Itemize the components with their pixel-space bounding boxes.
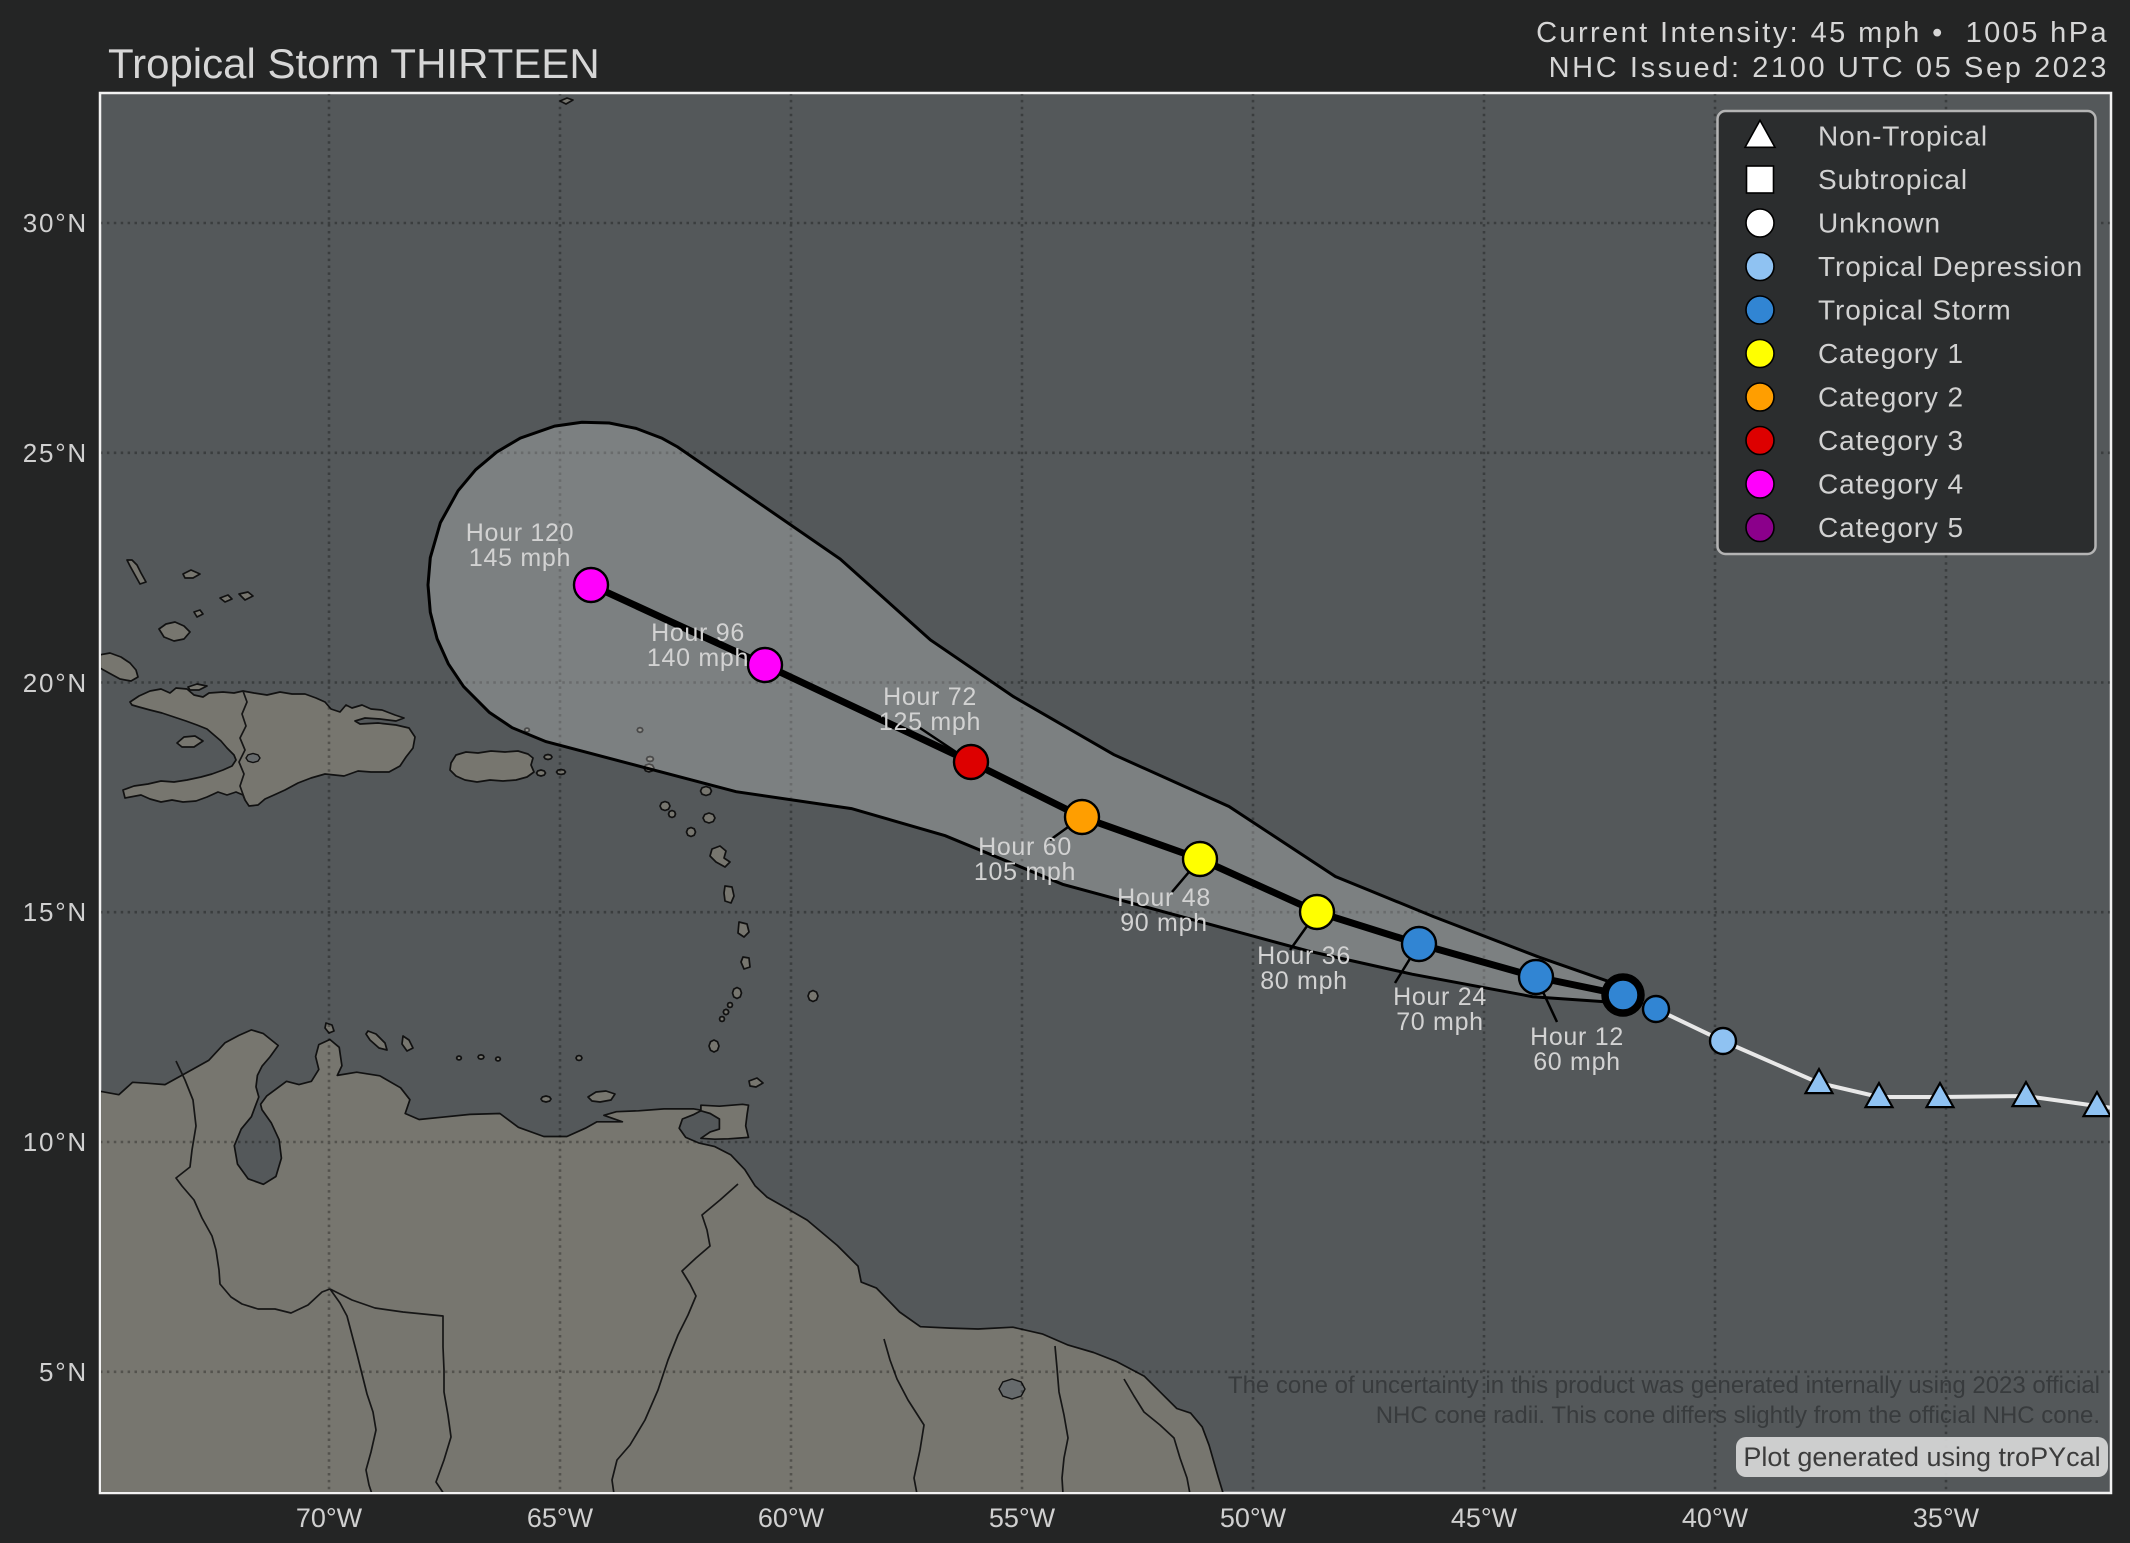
svg-text:10°N: 10°N [23, 1127, 88, 1157]
svg-text:55°W: 55°W [989, 1503, 1056, 1533]
svg-text:Hour 36: Hour 36 [1257, 942, 1351, 970]
svg-text:35°W: 35°W [1913, 1503, 1980, 1533]
svg-text:Hour 48: Hour 48 [1117, 884, 1211, 912]
svg-text:25°N: 25°N [23, 438, 88, 468]
svg-text:Plot generated using troPYcal: Plot generated using troPYcal [1743, 1442, 2100, 1472]
svg-text:45°W: 45°W [1451, 1503, 1518, 1533]
svg-text:Category 2: Category 2 [1818, 382, 1964, 413]
svg-text:50°W: 50°W [1220, 1503, 1287, 1533]
svg-text:Hour 60: Hour 60 [978, 833, 1072, 861]
svg-text:Hour 120: Hour 120 [466, 519, 574, 547]
svg-text:Current Intensity: 45 mph • 1: Current Intensity: 45 mph • 1005 hPa [1536, 17, 2109, 49]
svg-text:Hour 96: Hour 96 [651, 619, 745, 647]
svg-text:15°N: 15°N [23, 897, 88, 927]
svg-text:60 mph: 60 mph [1533, 1048, 1621, 1076]
svg-text:60°W: 60°W [758, 1503, 825, 1533]
svg-text:The cone of uncertainty in thi: The cone of uncertainty in this product … [1228, 1372, 2100, 1399]
svg-text:Tropical Storm THIRTEEN: Tropical Storm THIRTEEN [108, 40, 600, 87]
svg-text:65°W: 65°W [527, 1503, 594, 1533]
svg-text:70°W: 70°W [296, 1503, 363, 1533]
svg-text:5°N: 5°N [39, 1357, 88, 1387]
svg-text:Hour 72: Hour 72 [883, 683, 977, 711]
svg-text:Category 3: Category 3 [1818, 425, 1964, 456]
svg-text:Category 5: Category 5 [1818, 512, 1964, 543]
svg-text:Category 4: Category 4 [1818, 469, 1964, 500]
svg-text:90 mph: 90 mph [1120, 909, 1208, 937]
svg-text:Non-Tropical: Non-Tropical [1818, 121, 1988, 152]
svg-text:Tropical Depression: Tropical Depression [1818, 251, 2083, 282]
svg-text:NHC Issued: 2100 UTC 05 Sep 20: NHC Issued: 2100 UTC 05 Sep 2023 [1549, 52, 2109, 84]
svg-text:Hour 24: Hour 24 [1393, 983, 1487, 1011]
svg-text:80 mph: 80 mph [1260, 967, 1348, 995]
svg-text:140 mph: 140 mph [647, 644, 749, 672]
svg-text:105 mph: 105 mph [974, 858, 1076, 886]
svg-text:20°N: 20°N [23, 668, 88, 698]
svg-text:Unknown: Unknown [1818, 208, 1941, 239]
svg-text:Tropical Storm: Tropical Storm [1818, 295, 2012, 326]
svg-text:Subtropical: Subtropical [1818, 164, 1968, 195]
svg-text:30°N: 30°N [23, 208, 88, 238]
svg-text:70 mph: 70 mph [1396, 1008, 1484, 1036]
svg-text:125 mph: 125 mph [879, 708, 981, 736]
svg-text:40°W: 40°W [1682, 1503, 1749, 1533]
svg-text:Hour 12: Hour 12 [1530, 1023, 1624, 1051]
svg-text:Category 1: Category 1 [1818, 338, 1964, 369]
svg-text:145 mph: 145 mph [469, 544, 571, 572]
svg-text:NHC cone radii. This cone diff: NHC cone radii. This cone differs slight… [1376, 1402, 2100, 1429]
